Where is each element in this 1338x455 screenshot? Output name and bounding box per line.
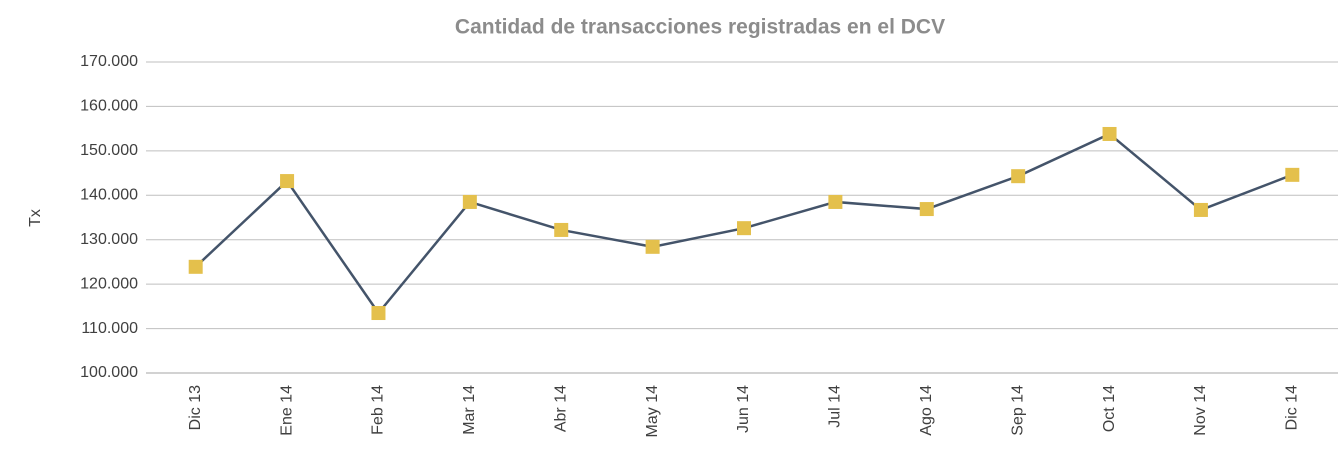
x-tick-label: Feb 14 — [370, 385, 387, 435]
marker — [737, 221, 751, 236]
marker — [1011, 169, 1026, 184]
y-tick-label: 110.000 — [81, 320, 138, 337]
x-tick-label: Jun 14 — [735, 385, 752, 433]
y-tick-label: 130.000 — [80, 231, 138, 248]
marker — [462, 194, 477, 209]
x-tick-label: May 14 — [644, 385, 661, 438]
x-tick-label: Sep 14 — [1009, 385, 1026, 436]
marker — [919, 202, 934, 217]
y-tick-label: 170.000 — [80, 53, 138, 70]
marker — [280, 174, 295, 189]
x-tick-label: Dic 14 — [1284, 385, 1301, 430]
x-tick-label: Mar 14 — [461, 385, 478, 435]
chart-title: Cantidad de transacciones registradas en… — [455, 16, 945, 39]
marker — [554, 222, 569, 237]
marker — [371, 306, 386, 321]
x-tick-label: Ene 14 — [278, 385, 295, 436]
marker — [828, 194, 843, 209]
marker — [188, 259, 203, 274]
y-tick-label: 100.000 — [80, 364, 138, 381]
y-tick-label: 140.000 — [80, 187, 138, 204]
x-tick-label: Jul 14 — [827, 385, 844, 428]
x-tick-label: Ago 14 — [918, 385, 935, 436]
x-tick-label: Nov 14 — [1192, 385, 1209, 436]
marker — [645, 239, 660, 254]
x-tick-label: Abr 14 — [552, 385, 569, 432]
y-tick-label: 150.000 — [80, 142, 138, 159]
marker — [1285, 167, 1300, 182]
y-tick-label: 120.000 — [80, 275, 138, 292]
y-axis-label: Tx — [27, 209, 44, 227]
x-tick-label: Dic 13 — [187, 385, 204, 430]
x-tick-label: Oct 14 — [1101, 385, 1118, 432]
marker — [1102, 126, 1117, 141]
marker — [1193, 202, 1208, 217]
y-tick-label: 160.000 — [80, 98, 138, 115]
